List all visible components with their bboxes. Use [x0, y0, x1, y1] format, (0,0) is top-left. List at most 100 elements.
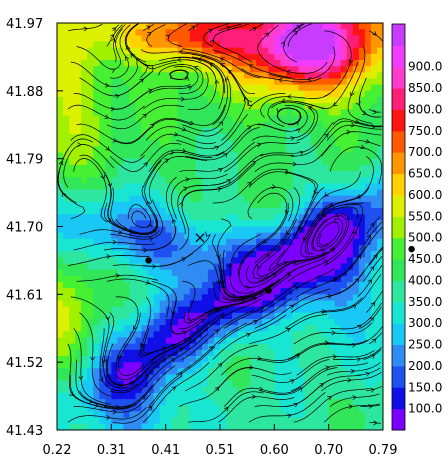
heat-cell — [201, 177, 209, 184]
heat-cell — [304, 417, 312, 425]
heat-cell — [232, 275, 239, 283]
heat-cell — [256, 201, 263, 209]
heat-cell — [352, 23, 360, 30]
heat-cell — [292, 226, 300, 234]
heat-cell — [322, 97, 330, 104]
heat-cell — [364, 115, 372, 123]
heat-cell — [183, 251, 191, 258]
y-tick-label: 41.61 — [6, 288, 43, 303]
heat-cell — [111, 337, 118, 345]
heat-cell — [268, 226, 275, 234]
heat-cell — [141, 220, 149, 228]
heat-cell — [358, 319, 366, 326]
heat-cell — [129, 386, 137, 394]
heat-cell — [310, 300, 318, 308]
heat-cell — [310, 140, 318, 147]
heat-cell — [244, 127, 251, 135]
heat-cell — [183, 405, 191, 413]
heat-cell — [69, 177, 76, 184]
heat-cell — [213, 177, 221, 184]
heat-cell — [177, 60, 185, 67]
streamline — [148, 346, 216, 407]
heat-cell — [75, 41, 82, 49]
heat-cell — [207, 417, 215, 425]
heat-cell — [57, 183, 64, 191]
heat-cell — [111, 134, 118, 141]
heat-cell — [220, 201, 227, 209]
heat-cell — [195, 349, 203, 357]
heat-cell — [256, 127, 263, 135]
heat-cell — [298, 312, 306, 320]
heat-cell — [141, 127, 149, 135]
heat-cell — [153, 158, 161, 166]
heat-cell — [189, 232, 197, 240]
heat-cell — [153, 294, 161, 302]
heat-cell — [298, 282, 306, 289]
heat-cell — [153, 380, 161, 388]
heat-cell — [226, 146, 233, 154]
heat-cell — [292, 35, 300, 43]
heat-cell — [220, 356, 227, 363]
heat-cell — [310, 158, 318, 166]
heat-cell — [292, 84, 300, 92]
heat-cell — [238, 121, 245, 129]
heat-cell — [111, 53, 118, 61]
heat-cell — [304, 386, 312, 394]
heat-cell — [93, 220, 100, 228]
heat-cell — [352, 312, 360, 320]
heat-cell — [268, 349, 275, 357]
heat-cell — [171, 300, 179, 308]
heat-cell — [250, 41, 257, 49]
heat-cell — [99, 23, 106, 30]
heat-cell — [244, 226, 251, 234]
heat-cell — [346, 337, 354, 345]
heat-cell — [93, 257, 100, 265]
heat-cell — [117, 66, 125, 73]
heat-cell — [364, 226, 372, 234]
heat-cell — [274, 356, 281, 363]
heat-cell — [171, 201, 179, 209]
heat-cell — [310, 78, 318, 86]
heat-cell — [189, 399, 197, 406]
heat-cell — [63, 84, 70, 92]
heat-cell — [81, 263, 88, 271]
colorbar-label: 800.0 — [408, 103, 442, 117]
heat-cell — [129, 226, 137, 234]
heat-cell — [99, 66, 106, 73]
heat-cell — [232, 84, 239, 92]
colorbar-label: 200.0 — [408, 359, 442, 373]
heat-cell — [105, 115, 112, 123]
heat-cell — [220, 368, 227, 376]
heat-cell — [153, 325, 161, 332]
heat-cell — [69, 356, 76, 363]
heat-cell — [57, 337, 64, 345]
heat-cell — [310, 23, 318, 30]
heat-cell — [213, 411, 221, 419]
heat-cell — [292, 349, 300, 357]
heat-cell — [322, 103, 330, 110]
heat-cell — [220, 134, 227, 141]
heat-cell — [135, 263, 143, 271]
heat-cell — [207, 208, 215, 215]
streamline-arrow — [112, 138, 118, 143]
heat-cell — [57, 393, 64, 400]
heat-cell — [238, 312, 245, 320]
heat-cell — [183, 183, 191, 191]
heat-cell — [232, 232, 239, 240]
heat-cell — [280, 411, 288, 419]
heat-cell — [75, 208, 82, 215]
streamline-arrow — [262, 239, 268, 244]
heat-cell — [207, 158, 215, 166]
heat-cell — [75, 177, 82, 184]
heat-cell — [226, 115, 233, 123]
heat-cell — [256, 220, 263, 228]
heat-cell — [346, 183, 354, 191]
heat-cell — [57, 312, 64, 320]
heat-cell — [370, 393, 378, 400]
heat-cell — [238, 331, 245, 339]
heat-cell — [322, 66, 330, 73]
heat-cell — [286, 245, 294, 252]
heat-cell — [87, 66, 94, 73]
heat-cell — [81, 251, 88, 258]
heat-cell — [376, 245, 383, 252]
